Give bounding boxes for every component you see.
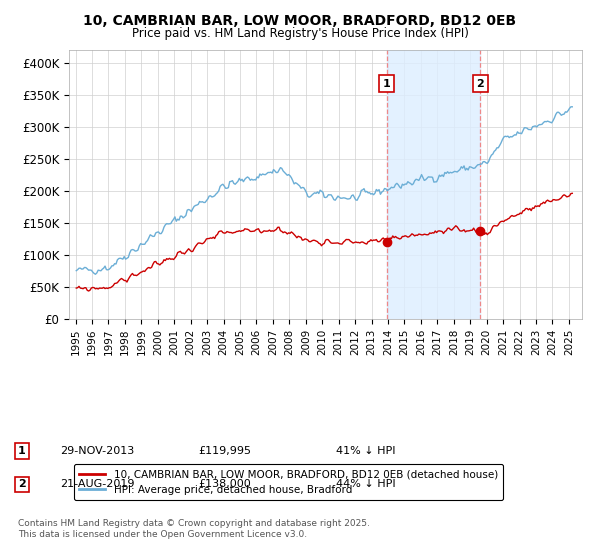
Text: Contains HM Land Registry data © Crown copyright and database right 2025.
This d: Contains HM Land Registry data © Crown c… — [18, 520, 370, 539]
Text: £138,000: £138,000 — [198, 479, 251, 489]
Legend: 10, CAMBRIAN BAR, LOW MOOR, BRADFORD, BD12 0EB (detached house), HPI: Average pr: 10, CAMBRIAN BAR, LOW MOOR, BRADFORD, BD… — [74, 464, 503, 500]
Text: 29-NOV-2013: 29-NOV-2013 — [60, 446, 134, 456]
Text: Price paid vs. HM Land Registry's House Price Index (HPI): Price paid vs. HM Land Registry's House … — [131, 27, 469, 40]
Text: £119,995: £119,995 — [198, 446, 251, 456]
Text: 10, CAMBRIAN BAR, LOW MOOR, BRADFORD, BD12 0EB: 10, CAMBRIAN BAR, LOW MOOR, BRADFORD, BD… — [83, 14, 517, 28]
Bar — [386, 50, 481, 319]
Text: 1: 1 — [383, 79, 391, 88]
Text: 2: 2 — [18, 479, 26, 489]
Text: 1: 1 — [18, 446, 26, 456]
Text: 2: 2 — [476, 79, 484, 88]
Text: 44% ↓ HPI: 44% ↓ HPI — [336, 479, 395, 489]
Text: 41% ↓ HPI: 41% ↓ HPI — [336, 446, 395, 456]
Text: 21-AUG-2019: 21-AUG-2019 — [60, 479, 134, 489]
